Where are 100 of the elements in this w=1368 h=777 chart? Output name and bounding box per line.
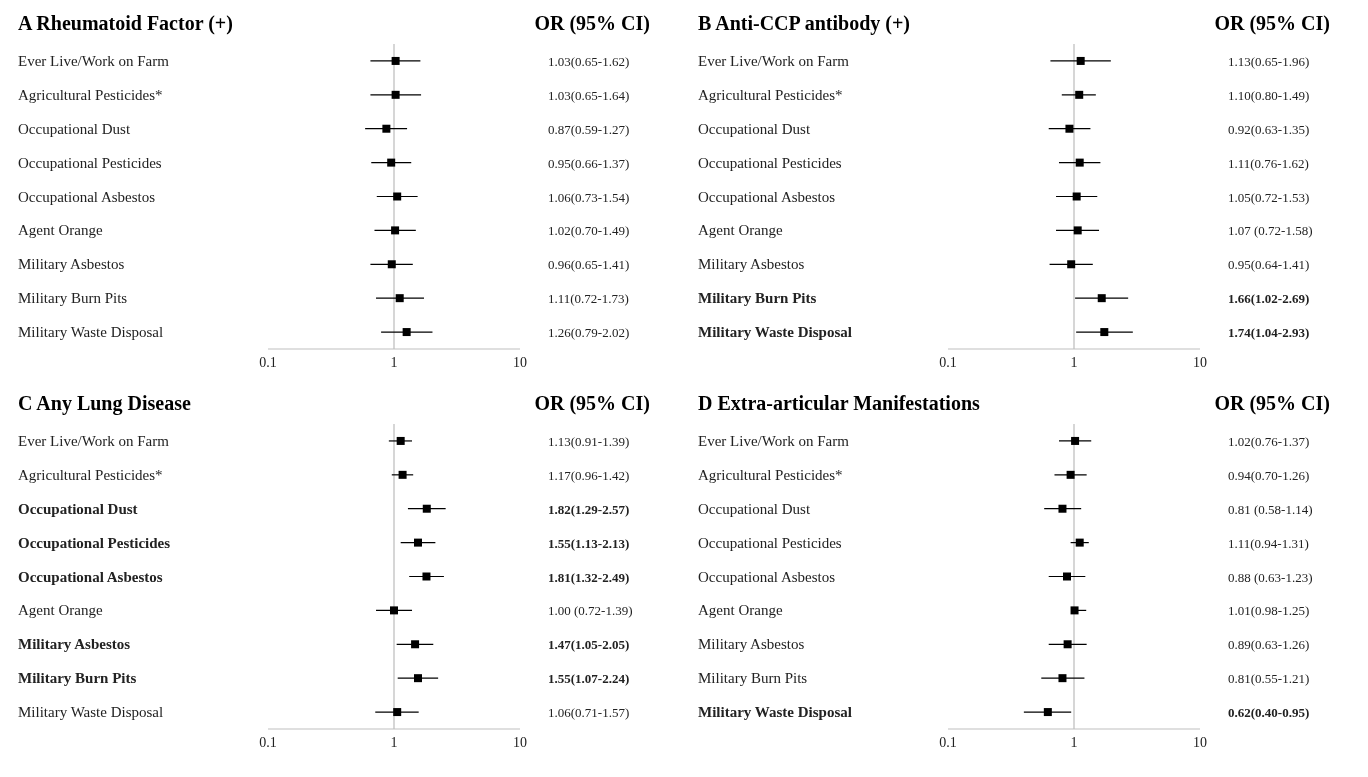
- point: [395, 294, 404, 303]
- point: [1072, 192, 1081, 201]
- data-label: 1.06(0.73-1.54): [548, 189, 630, 205]
- point: [1065, 124, 1074, 133]
- y-tick-label: Military Burn Pits: [18, 670, 137, 687]
- y-tick-label: Military Waste Disposal: [698, 704, 852, 721]
- point: [422, 504, 431, 513]
- y-tick-label: Occupational Dust: [698, 120, 811, 137]
- data-label: 1.11(0.94-1.31): [1228, 535, 1309, 551]
- point: [391, 90, 400, 99]
- data-label: 1.02(0.70-1.49): [548, 223, 630, 239]
- data-label: 0.62(0.40-0.95): [1228, 705, 1310, 721]
- x-tick-label: 1: [390, 734, 398, 750]
- y-tick-label: Agricultural Pesticides*: [698, 466, 843, 483]
- point: [1076, 56, 1085, 65]
- x-tick-label: 10: [513, 354, 527, 370]
- y-tick-label: Ever Live/Work on Farm: [698, 52, 850, 69]
- data-label: 1.55(1.13-2.13): [548, 535, 630, 551]
- y-tick-label: Ever Live/Work on Farm: [698, 432, 850, 449]
- x-tick-label: 1: [1070, 734, 1078, 750]
- y-tick-label: Agricultural Pesticides*: [698, 86, 843, 103]
- y-tick-label: Military Burn Pits: [698, 290, 817, 307]
- data-label: 1.47(1.05-2.05): [548, 637, 630, 653]
- data-label: 0.81 (0.58-1.14): [1228, 501, 1313, 517]
- data-label: 0.81(0.55-1.21): [1228, 671, 1310, 687]
- point: [1097, 294, 1106, 303]
- point: [1058, 504, 1067, 513]
- point: [411, 640, 420, 649]
- data-label: 1.02(0.76-1.37): [1228, 433, 1310, 449]
- y-tick-label: Occupational Dust: [18, 500, 138, 517]
- text: OR (95% CI): [1214, 392, 1330, 417]
- point: [1073, 226, 1082, 235]
- y-tick-label: Military Asbestos: [18, 256, 125, 273]
- text: OR (95% CI): [534, 12, 650, 37]
- point: [1063, 640, 1072, 649]
- y-tick-label: Military Asbestos: [698, 636, 805, 653]
- data-label: 1.00 (0.72-1.39): [548, 603, 633, 619]
- data-label: 1.13(0.91-1.39): [548, 433, 630, 449]
- point: [393, 192, 402, 201]
- text: OR (95% CI): [534, 392, 650, 417]
- point: [422, 572, 431, 581]
- point: [398, 470, 407, 479]
- data-label: 1.55(1.07-2.24): [548, 671, 630, 687]
- data-label: 0.87(0.59-1.27): [548, 121, 630, 137]
- point: [391, 56, 400, 65]
- point: [1071, 436, 1080, 445]
- data-label: 1.13(0.65-1.96): [1228, 53, 1310, 69]
- point: [391, 226, 400, 235]
- y-tick-label: Occupational Pesticides: [698, 154, 842, 171]
- y-tick-label: Military Waste Disposal: [18, 704, 164, 721]
- point: [387, 158, 396, 167]
- x-tick-label: 10: [1193, 734, 1207, 750]
- data-label: 1.03(0.65-1.64): [548, 87, 630, 103]
- y-tick-label: Ever Live/Work on Farm: [18, 432, 170, 449]
- y-tick-label: Agent Orange: [698, 222, 783, 239]
- data-label: 0.89(0.63-1.26): [1228, 637, 1310, 653]
- y-tick-label: Military Asbestos: [18, 636, 131, 653]
- point: [1066, 470, 1075, 479]
- point: [1070, 606, 1079, 615]
- y-tick-label: Military Burn Pits: [698, 670, 808, 687]
- point: [413, 538, 422, 547]
- point: [396, 436, 405, 445]
- data-label: 1.81(1.32-2.49): [548, 569, 630, 585]
- data-label: 1.66(1.02-2.69): [1228, 291, 1310, 307]
- y-tick-label: Agent Orange: [18, 602, 103, 619]
- y-tick-label: Military Asbestos: [698, 256, 805, 273]
- y-tick-label: Occupational Pesticides: [698, 534, 842, 551]
- data-label: 1.11(0.76-1.62): [1228, 155, 1309, 171]
- point: [1067, 260, 1076, 269]
- x-tick-label: 10: [513, 734, 527, 750]
- point: [393, 708, 402, 717]
- data-label: 0.88 (0.63-1.23): [1228, 569, 1313, 585]
- data-label: 1.10(0.80-1.49): [1228, 87, 1310, 103]
- data-label: 1.74(1.04-2.93): [1228, 325, 1310, 341]
- point: [1075, 158, 1084, 167]
- x-tick-label: 0.1: [939, 354, 957, 370]
- y-tick-label: Occupational Pesticides: [18, 154, 162, 171]
- y-tick-label: Military Burn Pits: [18, 290, 128, 307]
- point: [382, 124, 391, 133]
- data-label: 0.95(0.66-1.37): [548, 155, 630, 171]
- y-tick-label: Occupational Asbestos: [18, 568, 163, 585]
- x-tick-label: 1: [1070, 354, 1078, 370]
- data-label: 0.96(0.65-1.41): [548, 257, 630, 273]
- point: [387, 260, 396, 269]
- point: [1063, 572, 1071, 581]
- data-label: 1.07 (0.72-1.58): [1228, 223, 1313, 239]
- y-tick-label: Agent Orange: [18, 222, 103, 239]
- x-tick-label: 0.1: [259, 354, 277, 370]
- y-tick-label: Occupational Dust: [18, 120, 131, 137]
- y-tick-label: Occupational Asbestos: [698, 188, 836, 205]
- y-tick-label: Agricultural Pesticides*: [18, 466, 163, 483]
- text: C Any Lung Disease: [18, 392, 191, 417]
- y-tick-label: Military Waste Disposal: [698, 324, 852, 341]
- data-label: 1.05(0.72-1.53): [1228, 189, 1310, 205]
- point: [1100, 328, 1109, 337]
- data-label: 0.95(0.64-1.41): [1228, 257, 1310, 273]
- x-tick-label: 10: [1193, 354, 1207, 370]
- point: [1058, 674, 1067, 683]
- chart-title: D Extra-articular Manifestations: [698, 392, 980, 416]
- data-label: 1.11(0.72-1.73): [548, 291, 629, 307]
